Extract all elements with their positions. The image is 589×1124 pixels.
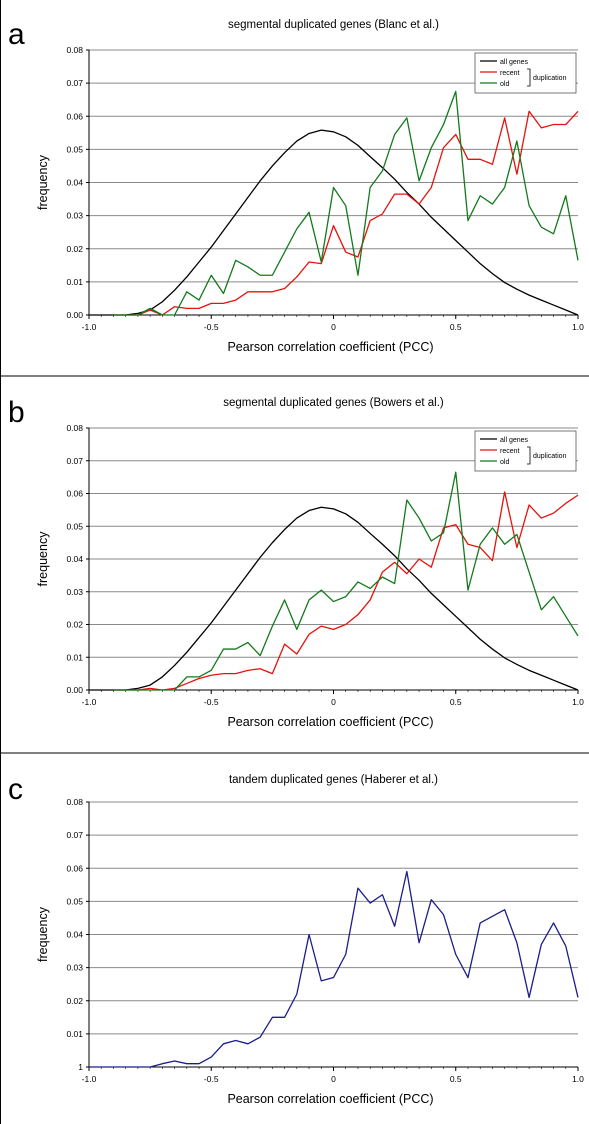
series-line-all-genes [89,506,579,691]
y-tick-label: 0.06 [66,111,83,121]
x-tick-label: -0.5 [204,322,219,332]
y-tick-label: 0.01 [66,277,83,287]
chart-panel-c: c tandem duplicated genes (Haberer et al.… [8,773,584,1106]
legend: all genes recent old duplication [474,430,577,472]
y-tick-label: 0.08 [66,797,83,807]
y-tick-label: 0.04 [66,554,83,564]
y-tick-label: 0.05 [66,144,83,154]
chart-panel-a: a segmental duplicated genes (Blanc et al… [8,18,584,354]
y-tick-label: 0.02 [66,620,83,630]
chart-title: segmental duplicated genes (Blanc et al.… [228,19,439,31]
x-tick-label: -1.0 [82,322,97,332]
x-tick-label: 0.5 [450,322,462,332]
legend-label: all genes [500,437,529,444]
legend-bracket-label: duplication [533,75,567,82]
y-tick-label: 0.04 [66,930,83,940]
legend-bracket-label: duplication [533,453,567,460]
x-axis-label: Pearson correlation coefficient (PCC) [227,715,433,729]
y-tick-label: 0.07 [66,456,83,466]
x-tick-label: -0.5 [204,1074,219,1084]
y-tick-label: 0.05 [66,521,83,531]
chart-title: tandem duplicated genes (Haberer et al.) [229,774,438,786]
chart-panel-b: b segmental duplicated genes (Bowers et a… [8,396,584,729]
panel-letter: c [8,773,23,806]
legend-label: old [500,459,509,466]
chart-title: segmental duplicated genes (Bowers et al… [223,397,444,409]
y-tick-label: 0.01 [66,1029,83,1039]
y-tick-label: 0.04 [66,178,83,188]
x-axis-label: Pearson correlation coefficient (PCC) [227,340,433,354]
y-tick-label: 0.00 [66,685,83,695]
y-tick-label: 0.05 [66,896,83,906]
panel-letter: b [8,396,25,429]
y-tick-label: 1 [78,1062,83,1072]
y-tick-label: 0.06 [66,863,83,873]
x-tick-label: 0 [331,322,336,332]
x-axis-label: Pearson correlation coefficient (PCC) [227,1092,433,1106]
x-tick-label: 1.0 [572,322,584,332]
legend-label: all genes [500,59,529,66]
x-tick-label: -1.0 [82,697,97,707]
series-line-recent [113,491,579,691]
y-tick-label: 0.07 [66,830,83,840]
x-tick-label: 0 [331,1074,336,1084]
y-tick-label: 0.07 [66,78,83,88]
legend-box [474,430,577,472]
series-line-old [113,471,579,691]
y-tick-label: 0.08 [66,45,83,55]
y-tick-label: 0.03 [66,587,83,597]
y-tick-label: 0.01 [66,652,83,662]
x-tick-label: 0 [331,697,336,707]
y-axis-label: frequency [36,906,50,962]
x-tick-label: 0.5 [450,1074,462,1084]
y-tick-label: 0.00 [66,310,83,320]
x-tick-label: -1.0 [82,1074,97,1084]
legend: all genes recent old duplication [474,52,577,94]
legend-label: recent [500,70,520,77]
legend-label: recent [500,448,520,455]
y-tick-label: 0.02 [66,244,83,254]
panel-letter: a [8,18,25,51]
series-line-recent [113,110,579,316]
series-line-data [89,870,579,1068]
y-tick-label: 0.02 [66,996,83,1006]
y-axis-label: frequency [36,531,50,587]
y-axis-label: frequency [36,154,50,210]
y-tick-label: 0.03 [66,963,83,973]
x-tick-label: 1.0 [572,1074,584,1084]
legend-bracket [527,68,531,87]
legend-box [474,52,577,94]
x-tick-label: 1.0 [572,697,584,707]
y-tick-label: 0.06 [66,489,83,499]
y-tick-label: 0.03 [66,211,83,221]
x-tick-label: -0.5 [204,697,219,707]
x-tick-label: 0.5 [450,697,462,707]
series-line-old [113,90,579,316]
y-tick-label: 0.08 [66,423,83,433]
legend-label: old [500,81,509,88]
legend-bracket [527,446,531,465]
series-line-all-genes [89,129,579,316]
